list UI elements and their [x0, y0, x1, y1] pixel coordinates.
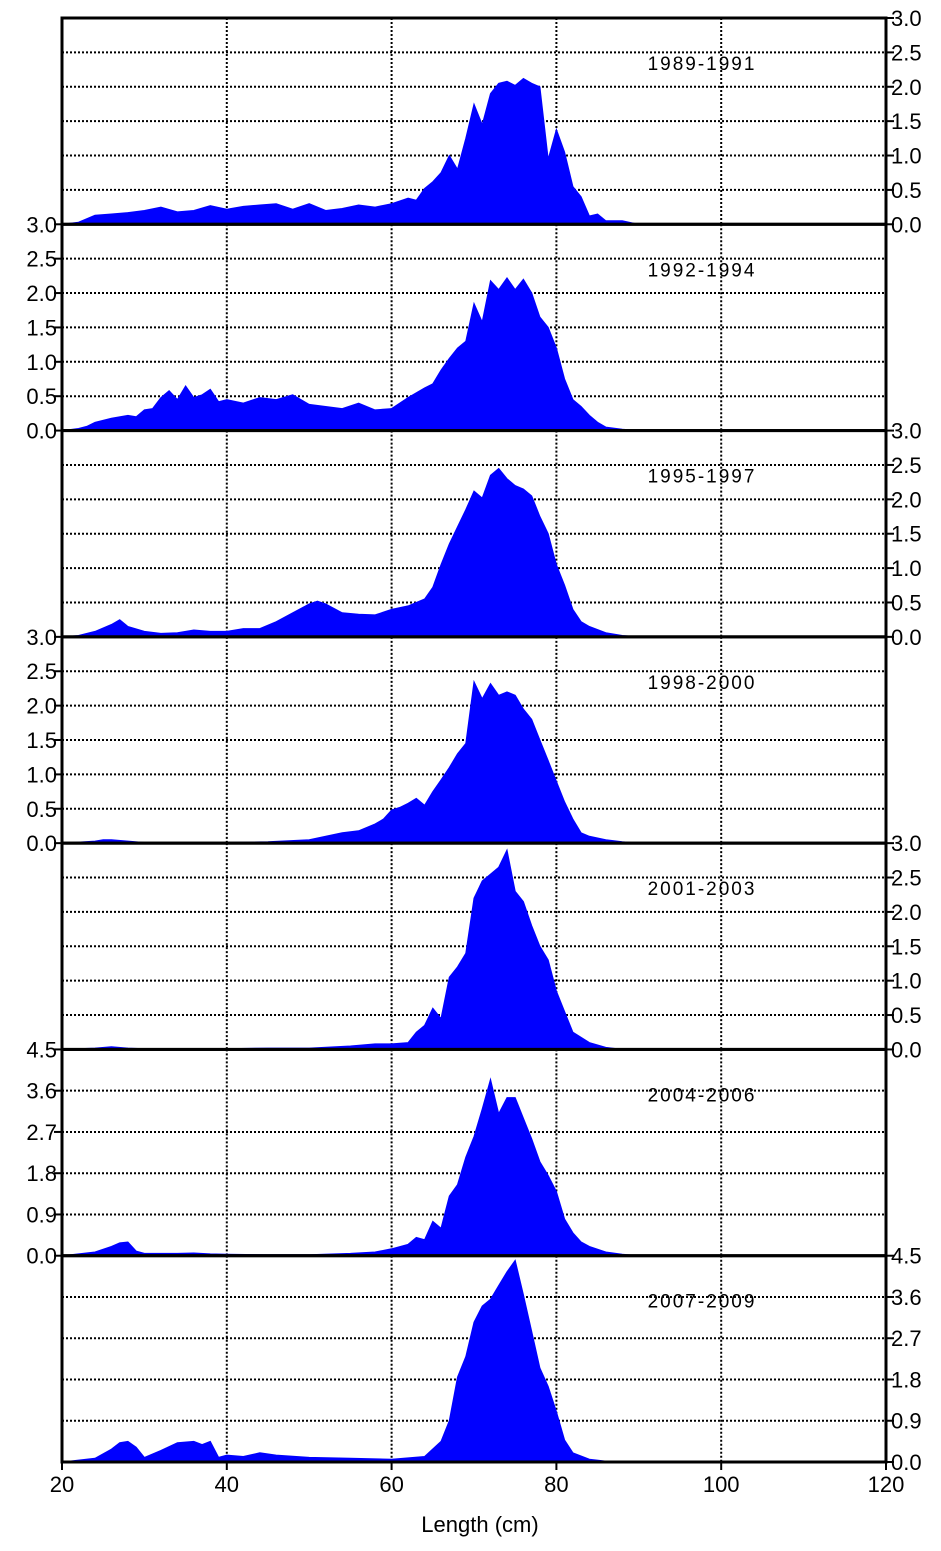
y-tick-label: 2.0 [891, 75, 922, 100]
y-tick-label: 2.0 [26, 694, 57, 719]
y-tick-label: 3.0 [26, 625, 57, 650]
area-series-1995-1997 [61, 467, 845, 638]
y-tick-label: 3.0 [891, 419, 922, 444]
panel-2004-2006: 0.0 0.9 1.8 2.7 3.6 4.5 2004-2006 [26, 1037, 888, 1269]
panel-frame [60, 1254, 888, 1464]
y-tick-label: 2.7 [891, 1326, 922, 1351]
panel-label: 2001-2003 [648, 879, 757, 900]
y-tick-label: 0.0 [891, 625, 922, 650]
y-tick-label: 1.5 [26, 315, 57, 340]
panel-label: 1998-2000 [648, 673, 757, 694]
panel-1998-2000: 0.0 0.5 1.0 1.5 2.0 2.5 3.0 1998-2000 [26, 625, 888, 856]
panel-label: 1992-1994 [648, 260, 757, 281]
y-tick-label: 4.5 [26, 1037, 57, 1062]
y-tick-label: 1.5 [891, 522, 922, 547]
panel-label: 2007-2009 [648, 1292, 757, 1313]
y-tick-label: 3.6 [891, 1285, 922, 1310]
y-tick-label: 0.0 [26, 419, 57, 444]
area-series-2004-2006 [61, 1077, 845, 1257]
panel-2007-2009: 0.0 0.9 1.8 2.7 3.6 4.5 2007-2009 [60, 1244, 922, 1475]
y-tick-label: 2.0 [891, 900, 922, 925]
y-tick-label: 3.0 [891, 6, 922, 31]
x-tick-label: 40 [215, 1472, 239, 1497]
y-tick-label: 0.0 [26, 831, 57, 856]
y-tick-label: 0.0 [26, 1244, 57, 1269]
panel-1995-1997: 0.0 0.5 1.0 1.5 2.0 2.5 3.0 1995-1997 [60, 419, 922, 650]
area-series-1992-1994 [61, 277, 845, 432]
y-tick-label: 0.0 [891, 1037, 922, 1062]
y-tick-label: 2.5 [891, 453, 922, 478]
y-tick-label: 2.5 [26, 659, 57, 684]
y-tick-label: 1.0 [26, 762, 57, 787]
y-tick-label: 1.8 [26, 1161, 57, 1186]
x-axis: 20 40 60 80 100 120 [50, 1462, 905, 1497]
y-tick-label: 1.5 [891, 934, 922, 959]
x-tick-label: 60 [379, 1472, 403, 1497]
y-tick-label: 1.0 [891, 556, 922, 581]
x-tick-label: 120 [868, 1472, 905, 1497]
x-tick-label: 20 [50, 1472, 74, 1497]
y-tick-label: 1.5 [26, 728, 57, 753]
y-tick-label: 0.5 [26, 797, 57, 822]
y-tick-label: 0.0 [891, 212, 922, 237]
x-tick-label: 80 [544, 1472, 568, 1497]
y-tick-label: 4.5 [891, 1244, 922, 1269]
y-tick-label: 0.5 [26, 384, 57, 409]
y-tick-label: 1.5 [891, 109, 922, 134]
y-tick-label: 3.6 [26, 1079, 57, 1104]
y-tick-label: 2.7 [26, 1120, 57, 1145]
y-tick-label: 1.0 [26, 350, 57, 375]
panel-1989-1991: 0.0 0.5 1.0 1.5 2.0 2.5 3.0 1989-1991 [60, 6, 922, 237]
y-tick-label: 2.5 [26, 247, 57, 272]
panel-label: 1989-1991 [648, 54, 757, 75]
y-tick-label: 2.5 [891, 40, 922, 65]
y-tick-label: 0.5 [891, 590, 922, 615]
y-tick-label: 1.0 [891, 969, 922, 994]
y-tick-label: 2.0 [26, 281, 57, 306]
y-tick-label: 0.9 [26, 1202, 57, 1227]
panel-1992-1994: 0.0 0.5 1.0 1.5 2.0 2.5 3.0 1992-1994 [26, 212, 888, 444]
panel-label: 1995-1997 [648, 467, 757, 488]
y-tick-label: 1.8 [891, 1367, 922, 1392]
panels-layer: 0.0 0.5 1.0 1.5 2.0 2.5 3.0 1989-1991 0.0 0.5 1.0 1… [26, 6, 921, 1475]
y-tick-label: 0.5 [891, 178, 922, 203]
x-axis-title: Length (cm) [421, 1512, 538, 1537]
x-tick-label: 100 [703, 1472, 740, 1497]
y-tick-label: 2.0 [891, 487, 922, 512]
y-tick-label: 3.0 [26, 212, 57, 237]
panel-label: 2004-2006 [648, 1085, 757, 1106]
y-tick-label: 0.9 [891, 1409, 922, 1434]
y-tick-label: 1.0 [891, 144, 922, 169]
y-tick-label: 0.0 [891, 1450, 922, 1475]
y-tick-label: 3.0 [891, 831, 922, 856]
y-tick-label: 0.5 [891, 1003, 922, 1028]
panel-2001-2003: 0.0 0.5 1.0 1.5 2.0 2.5 3.0 2001-2003 [60, 831, 922, 1062]
area-series-2007-2009 [61, 1259, 845, 1463]
y-tick-label: 2.5 [891, 866, 922, 891]
area-series-1989-1991 [61, 77, 845, 225]
